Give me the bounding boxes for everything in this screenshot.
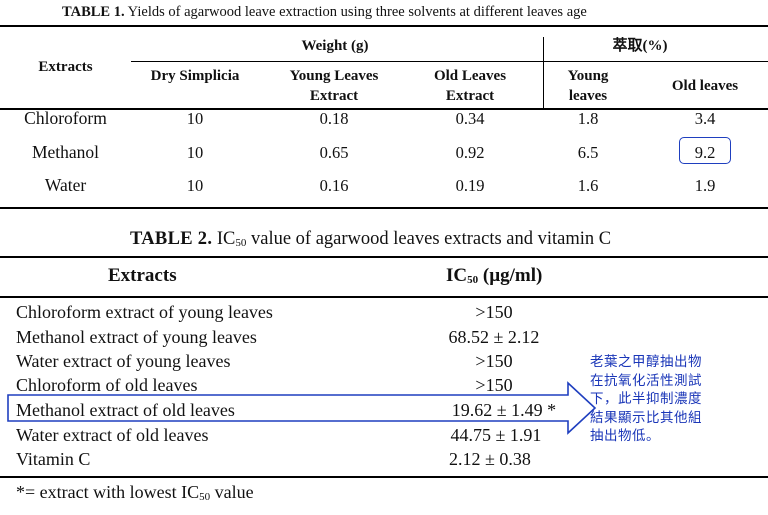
table2-top-rule — [0, 256, 768, 258]
table2-footnote: *= extract with lowest IC50 value — [16, 482, 254, 503]
table2-row-value-highlighted: 19.62 ± 1.49 * — [451, 400, 557, 420]
table2-row-name: Methanol extract of young leaves — [16, 327, 257, 347]
table2-caption-post: value of agarwood leaves extracts and vi… — [246, 229, 612, 249]
table1-col-old-leaves: Old leaves — [671, 78, 739, 94]
table1-caption-text: Yields of agarwood leave extraction usin… — [124, 4, 587, 20]
table2-row-value: >150 — [475, 302, 513, 322]
table1-header-yield: 萃取(%) — [612, 38, 668, 54]
table1-group-rule — [131, 61, 768, 62]
table1-cell: 1.6 — [577, 176, 599, 195]
table1-cell: 10 — [186, 176, 204, 195]
highlight-box — [679, 137, 731, 164]
table1-top-rule — [0, 25, 768, 27]
table1-cell: 10 — [186, 109, 204, 128]
table2-row-value: 44.75 ± 1.91 — [450, 425, 542, 445]
annotation-line: 在抗氧化活性測試 — [590, 372, 702, 389]
table1-cell: 10 — [186, 143, 204, 162]
table1-cell: 3.4 — [694, 109, 716, 128]
table1-cell: 0.16 — [319, 176, 349, 195]
table1-cell: 0.65 — [319, 143, 349, 162]
table2-header-extracts: Extracts — [108, 265, 177, 286]
ic-label-pre: IC — [446, 265, 468, 286]
table1-caption-label: TABLE 1. — [62, 4, 125, 20]
table1-cell: 0.34 — [455, 109, 485, 128]
table2-row-value: 2.12 ± 0.38 — [449, 449, 531, 469]
table2-row-value: >150 — [475, 375, 513, 395]
table2-header-rule — [0, 296, 768, 298]
table1-row-name: Water — [44, 175, 87, 195]
table2-caption: TABLE 2. IC50 value of agarwood leaves e… — [130, 229, 611, 250]
table2-caption-pre: IC — [212, 229, 236, 249]
table1-cell-highlighted: 9.2 — [694, 143, 716, 162]
table2-bottom-rule — [0, 476, 768, 478]
footnote-post: value — [210, 482, 254, 502]
table2-header-ic50: IC50 (µg/ml) — [446, 265, 542, 287]
annotation-line: 老葉之甲醇抽出物 — [590, 354, 702, 370]
annotation-note: 老葉之甲醇抽出物 在抗氧化活性測試 下，此半抑制濃度 結果顯示比其他組 抽出物低… — [590, 353, 768, 446]
table1-caption: TABLE 1. Yields of agarwood leave extrac… — [62, 4, 587, 21]
table1-col-dry-simplicia: Dry Simplicia — [150, 68, 240, 84]
highlight-arrow — [7, 381, 597, 435]
annotation-line: 結果顯示比其他組 — [590, 409, 702, 426]
table2-row-value: >150 — [475, 351, 513, 371]
table2-row-name: Vitamin C — [16, 449, 91, 469]
table2-row-name: Water extract of young leaves — [16, 351, 231, 371]
table1-header-weight: Weight (g) — [301, 38, 369, 54]
table1-header-extracts: Extracts — [38, 59, 93, 75]
table1-header-rule — [0, 108, 768, 110]
ic-label-post: (µg/ml) — [478, 265, 543, 286]
table1-group-divider — [543, 37, 544, 108]
table1-cell: 1.9 — [694, 176, 716, 195]
table1-col-young-leaves: Young leaves — [567, 68, 609, 104]
table1-col-young-extract: Young Leaves Extract — [289, 68, 379, 104]
footnote-sub: 50 — [199, 491, 211, 503]
table1-cell: 0.19 — [455, 176, 485, 195]
table1-bottom-rule — [0, 207, 768, 209]
table2-row-name: Chloroform extract of young leaves — [16, 302, 273, 322]
table2-caption-label: TABLE 2. — [130, 229, 213, 249]
table1-cell: 0.92 — [455, 143, 485, 162]
table1-cell: 6.5 — [577, 143, 599, 162]
table2-row-name: Chloroform of old leaves — [16, 375, 198, 395]
annotation-line: 下，此半抑制濃度 — [590, 391, 702, 407]
table2-caption-sub: 50 — [235, 237, 247, 249]
footnote-pre: *= extract with lowest IC — [16, 482, 200, 502]
table1-row-name: Chloroform — [24, 108, 107, 128]
table1-row-name: Methanol — [31, 142, 100, 162]
table1-cell: 1.8 — [577, 109, 599, 128]
table1-col-old-extract: Old Leaves Extract — [433, 68, 507, 104]
table1-cell: 0.18 — [319, 109, 349, 128]
ic-label-sub: 50 — [467, 274, 479, 286]
table2-row-name: Water extract of old leaves — [16, 425, 209, 445]
annotation-line: 抽出物低。 — [590, 428, 660, 444]
table2-row-value: 68.52 ± 2.12 — [448, 327, 540, 347]
table2-row-name-highlighted: Methanol extract of old leaves — [16, 400, 235, 420]
